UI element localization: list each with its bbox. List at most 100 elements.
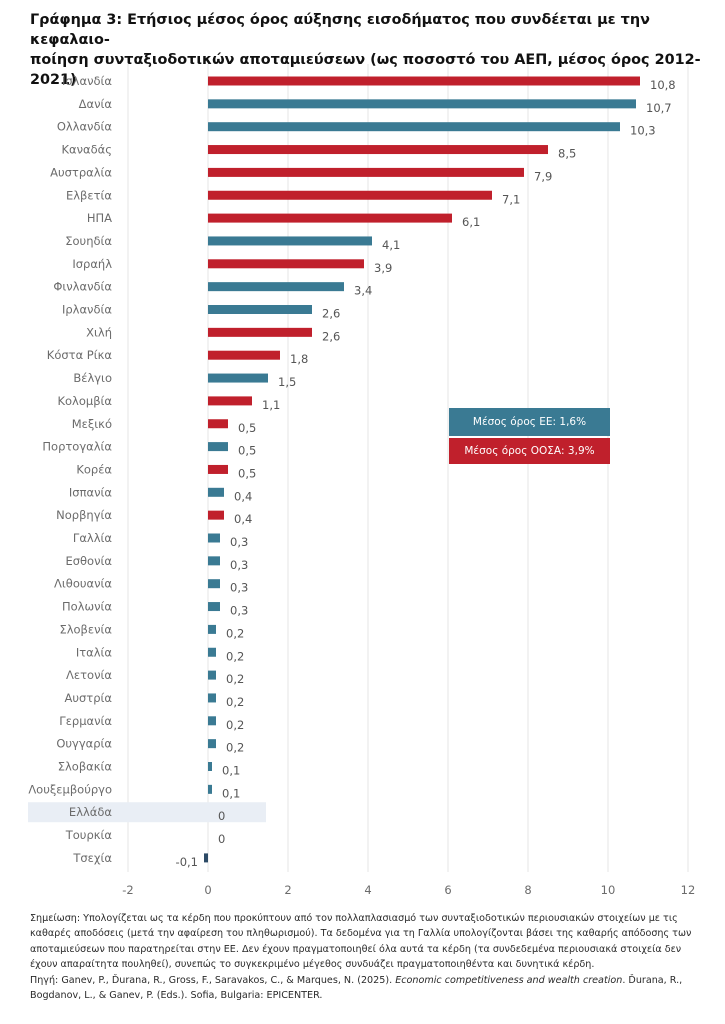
category-label: Ιρλανδία [62, 303, 112, 317]
category-label: Ισραήλ [72, 257, 112, 271]
category-label: Λιθουανία [54, 577, 112, 591]
value-label: 7,1 [502, 192, 520, 206]
bar-chart: Ισλανδία Δανία Ολλανδία Καναδάς Αυστραλία Ελβ… [28, 64, 695, 897]
bar [208, 419, 228, 429]
value-label: 0,2 [226, 672, 244, 686]
bar [208, 99, 636, 109]
bar [208, 556, 220, 566]
x-tick-label: -2 [122, 883, 133, 897]
bar [208, 236, 372, 246]
x-tick-label: 2 [284, 883, 291, 897]
bar [208, 579, 220, 589]
value-label: 1,8 [290, 352, 308, 366]
category-label: Τσεχία [72, 851, 112, 865]
value-label: 8,5 [558, 147, 576, 161]
category-label: ΗΠΑ [87, 211, 112, 225]
bar [208, 739, 216, 749]
value-label: 0,1 [222, 786, 240, 800]
category-label: Αυστρία [64, 691, 112, 705]
category-label: Ιταλία [76, 645, 113, 659]
x-tick-label: 8 [524, 883, 531, 897]
category-label: Χιλή [86, 325, 112, 339]
bar [208, 602, 220, 612]
value-label: -0,1 [176, 855, 198, 869]
category-label: Ολλανδία [57, 120, 113, 134]
bar [208, 716, 216, 726]
value-label: 0,4 [234, 512, 252, 526]
bar [208, 464, 228, 474]
bar [208, 305, 312, 314]
bar [208, 213, 452, 223]
category-label: Λουξεμβούργο [28, 782, 112, 796]
bars [204, 76, 640, 863]
legend-eu-average: Μέσος όρος ΕΕ: 1,6% [449, 408, 610, 436]
value-label: 0,3 [230, 535, 248, 549]
category-label: Σουηδία [65, 234, 112, 248]
category-label: Δανία [79, 97, 113, 111]
x-tick-label: 4 [364, 883, 371, 897]
bar [208, 167, 524, 177]
value-labels: 10,8 10,7 10,3 8,5 7,9 7,1 6,1 4,1 3,93,4 2,6 2,6 1… [176, 78, 676, 869]
category-label: Ελλάδα [69, 805, 112, 819]
value-label: 0,3 [230, 604, 248, 618]
value-label: 0,1 [222, 764, 240, 778]
value-label: 10,8 [650, 78, 676, 92]
source-suffix: . Ďurana, R., Bogdanov, L., & Ganev, P. … [30, 974, 683, 1002]
bar [208, 442, 228, 452]
category-label: Πολωνία [62, 600, 112, 614]
x-tick-label: 10 [601, 883, 616, 897]
bar [208, 487, 224, 497]
value-label: 0,5 [238, 421, 256, 435]
bar [208, 670, 216, 680]
x-tick-label: 12 [681, 883, 696, 897]
bar [208, 533, 220, 543]
legend-oecd-average: Μέσος όρος ΟΟΣΑ: 3,9% [449, 438, 610, 464]
value-label: 3,4 [354, 284, 372, 298]
bar [208, 624, 216, 634]
bar [208, 145, 548, 155]
legend-eu-label: Μέσος όρος ΕΕ: 1,6% [472, 416, 587, 428]
category-label: Σλοβακία [58, 760, 113, 774]
value-label: 0,2 [226, 695, 244, 709]
x-tick-label: 6 [444, 883, 451, 897]
category-label: Φινλανδία [53, 280, 112, 294]
value-label: 10,3 [630, 124, 656, 138]
x-axis-ticks: -2 0 2 4 6 8 10 12 [122, 883, 695, 897]
value-label: 0,5 [238, 444, 256, 458]
value-label: 0,5 [238, 466, 256, 480]
category-label: Κορέα [76, 462, 112, 476]
bar [208, 259, 364, 269]
bar [208, 76, 640, 86]
chart-title-line-2: ποίηση συνταξιοδοτικών αποταμιεύσεων (ως… [30, 52, 701, 88]
value-label: 1,5 [278, 375, 296, 389]
source-title: Economic competitiveness and wealth crea… [395, 974, 623, 986]
value-label: 10,7 [646, 101, 672, 115]
category-label: Μεξικό [72, 417, 112, 431]
bar [208, 647, 216, 657]
category-label: Βέλγιο [73, 371, 112, 385]
footnote: Σημείωση: Υπολογίζεται ως τα κέρδη που π… [30, 911, 702, 1003]
bar [204, 853, 208, 863]
bar [208, 784, 212, 794]
category-label: Πορτογαλία [42, 440, 112, 454]
value-label: 0,2 [226, 626, 244, 640]
chart-title-line-1: Γράφημα 3: Ετήσιος μέσος όρος αύξησης ει… [30, 12, 650, 48]
value-label: 0,2 [226, 741, 244, 755]
bar [208, 510, 224, 520]
legend-oecd-label: Μέσος όρος ΟΟΣΑ: 3,9% [464, 445, 595, 457]
bar [208, 327, 312, 337]
value-label: 0,3 [230, 581, 248, 595]
value-label: 2,6 [322, 329, 340, 343]
category-label: Ελβετία [66, 188, 112, 202]
value-label: 3,9 [374, 261, 392, 275]
value-label: 0,2 [226, 718, 244, 732]
value-label: 7,9 [534, 169, 552, 183]
bar [208, 762, 212, 771]
footnote-text: Σημείωση: Υπολογίζεται ως τα κέρδη που π… [30, 913, 692, 971]
value-label: 0,3 [230, 558, 248, 572]
category-labels: Ισλανδία Δανία Ολλανδία Καναδάς Αυστραλία Ελβ… [28, 74, 112, 865]
bar [208, 122, 620, 132]
value-label: 0,2 [226, 649, 244, 663]
category-label: Σλοβενία [59, 622, 112, 636]
category-label: Γαλλία [73, 531, 112, 545]
